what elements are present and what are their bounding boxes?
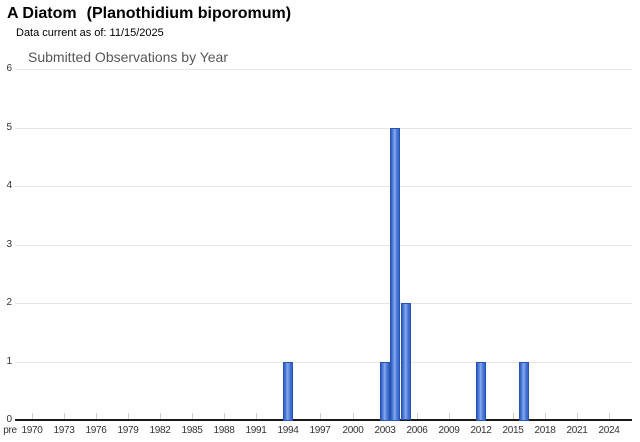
gridline-y5 — [15, 128, 632, 129]
x-axis-label-1985: 1985 — [181, 425, 203, 436]
x-axis-label-2006: 2006 — [406, 425, 428, 436]
x-axis-tick-1997 — [320, 413, 321, 419]
gridline-y6 — [15, 69, 632, 70]
x-axis-tick-1982 — [160, 413, 161, 419]
x-axis-label-1973: 1973 — [53, 425, 75, 436]
bar-2016 — [519, 362, 529, 421]
x-axis-label-2024: 2024 — [598, 425, 620, 436]
x-axis-label-1982: 1982 — [149, 425, 171, 436]
gridline-y3 — [15, 245, 632, 246]
x-axis-label-2012: 2012 — [470, 425, 492, 436]
x-axis-label-1988: 1988 — [213, 425, 235, 436]
bar-2003 — [380, 362, 390, 421]
x-axis-label-1997: 1997 — [309, 425, 331, 436]
x-axis-label-1994: 1994 — [277, 425, 299, 436]
species-scientific-name: (Planothidium biporomum) — [86, 5, 292, 22]
x-axis-tick-1976 — [96, 413, 97, 419]
x-axis-tick-1991 — [256, 413, 257, 419]
x-axis-tick-1973 — [64, 413, 65, 419]
gridline-y4 — [15, 186, 632, 187]
x-axis-label-1979: 1979 — [117, 425, 139, 436]
species-common-name: A Diatom — [7, 5, 77, 22]
x-axis-tick-2009 — [449, 413, 450, 419]
x-axis-label-2003: 2003 — [374, 425, 396, 436]
x-axis-tick-1979 — [128, 413, 129, 419]
x-axis-label-pre: pre — [3, 425, 17, 436]
y-axis-label-3: 3 — [6, 239, 12, 250]
y-axis-label-2: 2 — [6, 297, 12, 308]
x-axis-label-1976: 1976 — [85, 425, 107, 436]
gridline-y1 — [15, 362, 632, 363]
x-axis-tick-2015 — [513, 413, 514, 419]
x-axis-label-2000: 2000 — [342, 425, 364, 436]
x-axis-label-2015: 2015 — [502, 425, 524, 436]
x-axis-tick-2006 — [417, 413, 418, 419]
y-axis-label-1: 1 — [6, 356, 12, 367]
y-axis-label-4: 4 — [6, 180, 12, 191]
x-axis-label-2021: 2021 — [566, 425, 588, 436]
y-axis-label-0: 0 — [6, 414, 12, 425]
y-axis-label-6: 6 — [6, 63, 12, 74]
x-axis-tick-1988 — [224, 413, 225, 419]
bar-2004 — [390, 128, 400, 421]
x-axis-tick-1970 — [32, 413, 33, 419]
x-axis-label-2018: 2018 — [534, 425, 556, 436]
x-axis-line — [15, 419, 632, 421]
x-axis-tick-2024 — [609, 413, 610, 419]
x-axis-label-2009: 2009 — [438, 425, 460, 436]
y-axis-label-5: 5 — [6, 122, 12, 133]
x-axis-tick-2021 — [577, 413, 578, 419]
x-axis-tick-2000 — [353, 413, 354, 419]
bar-2012 — [476, 362, 486, 421]
x-axis-tick-1985 — [192, 413, 193, 419]
data-current-date: Data current as of: 11/15/2025 — [16, 27, 164, 39]
page-title: A Diatom (Planothidium biporomum) — [7, 5, 291, 23]
chart-title: Submitted Observations by Year — [28, 49, 229, 65]
x-axis-label-1991: 1991 — [245, 425, 267, 436]
x-axis-label-1970: 1970 — [21, 425, 43, 436]
x-axis-tick-2018 — [545, 413, 546, 419]
bar-2005 — [401, 303, 411, 420]
bar-1994 — [283, 362, 293, 421]
gridline-y2 — [15, 303, 632, 304]
